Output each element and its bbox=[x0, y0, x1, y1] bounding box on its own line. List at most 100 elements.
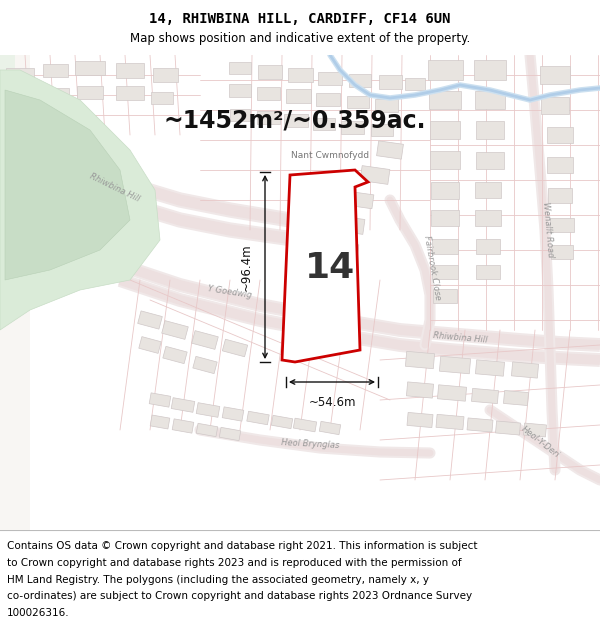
Polygon shape bbox=[293, 418, 317, 432]
Text: Wenallt Road: Wenallt Road bbox=[541, 202, 555, 258]
Polygon shape bbox=[476, 121, 504, 139]
Text: ~96.4m: ~96.4m bbox=[240, 243, 253, 291]
Polygon shape bbox=[331, 241, 359, 259]
Polygon shape bbox=[6, 68, 34, 82]
Polygon shape bbox=[229, 62, 251, 74]
Polygon shape bbox=[349, 74, 371, 86]
Polygon shape bbox=[427, 60, 463, 80]
Polygon shape bbox=[524, 423, 547, 437]
Polygon shape bbox=[360, 166, 390, 184]
Polygon shape bbox=[475, 210, 501, 226]
Polygon shape bbox=[472, 388, 499, 404]
Polygon shape bbox=[476, 239, 500, 254]
Polygon shape bbox=[152, 68, 178, 82]
Polygon shape bbox=[430, 151, 460, 169]
Polygon shape bbox=[476, 265, 500, 279]
Polygon shape bbox=[150, 415, 170, 429]
Polygon shape bbox=[229, 84, 251, 96]
Polygon shape bbox=[430, 121, 460, 139]
Polygon shape bbox=[476, 151, 504, 169]
Polygon shape bbox=[222, 407, 244, 421]
Polygon shape bbox=[377, 141, 403, 159]
Polygon shape bbox=[219, 428, 241, 441]
Text: co-ordinates) are subject to Crown copyright and database rights 2023 Ordnance S: co-ordinates) are subject to Crown copyr… bbox=[7, 591, 472, 601]
Polygon shape bbox=[475, 360, 505, 376]
Text: 14, RHIWBINA HILL, CARDIFF, CF14 6UN: 14, RHIWBINA HILL, CARDIFF, CF14 6UN bbox=[149, 12, 451, 26]
Polygon shape bbox=[541, 96, 569, 114]
Polygon shape bbox=[548, 188, 572, 202]
Polygon shape bbox=[196, 402, 220, 418]
Polygon shape bbox=[405, 78, 425, 90]
Polygon shape bbox=[547, 157, 573, 173]
Text: Contains OS data © Crown copyright and database right 2021. This information is : Contains OS data © Crown copyright and d… bbox=[7, 541, 478, 551]
Polygon shape bbox=[346, 191, 374, 209]
Polygon shape bbox=[257, 111, 280, 124]
Polygon shape bbox=[547, 127, 573, 143]
Polygon shape bbox=[271, 416, 293, 429]
Text: Fairbrook Close: Fairbrook Close bbox=[422, 235, 442, 301]
Polygon shape bbox=[406, 382, 434, 398]
Polygon shape bbox=[436, 414, 464, 429]
Polygon shape bbox=[192, 331, 218, 349]
Polygon shape bbox=[379, 75, 401, 89]
Polygon shape bbox=[258, 65, 282, 79]
Polygon shape bbox=[341, 121, 364, 134]
Polygon shape bbox=[407, 412, 433, 428]
Polygon shape bbox=[432, 239, 458, 254]
Polygon shape bbox=[43, 64, 67, 76]
Polygon shape bbox=[284, 114, 308, 126]
Polygon shape bbox=[8, 91, 32, 104]
Polygon shape bbox=[467, 418, 493, 432]
Polygon shape bbox=[439, 356, 470, 374]
Polygon shape bbox=[550, 218, 574, 232]
Polygon shape bbox=[335, 216, 365, 234]
Polygon shape bbox=[433, 289, 457, 303]
Text: ~1452m²/~0.359ac.: ~1452m²/~0.359ac. bbox=[164, 108, 426, 132]
Polygon shape bbox=[347, 96, 369, 108]
Polygon shape bbox=[257, 86, 280, 99]
Text: Map shows position and indicative extent of the property.: Map shows position and indicative extent… bbox=[130, 32, 470, 45]
Polygon shape bbox=[0, 55, 15, 190]
Polygon shape bbox=[540, 66, 570, 84]
Polygon shape bbox=[318, 71, 342, 84]
Polygon shape bbox=[429, 91, 461, 109]
Polygon shape bbox=[163, 346, 187, 364]
Polygon shape bbox=[171, 398, 195, 412]
Text: Nant Cwmnofydd: Nant Cwmnofydd bbox=[291, 151, 369, 159]
Polygon shape bbox=[77, 86, 103, 99]
Polygon shape bbox=[551, 245, 573, 259]
Polygon shape bbox=[313, 118, 335, 130]
Polygon shape bbox=[172, 419, 194, 433]
Text: 100026316.: 100026316. bbox=[7, 608, 70, 618]
Polygon shape bbox=[151, 92, 173, 104]
Text: 14: 14 bbox=[305, 251, 355, 285]
Polygon shape bbox=[287, 68, 313, 82]
Polygon shape bbox=[116, 86, 144, 100]
Text: Heol-Y-Deri: Heol-Y-Deri bbox=[519, 424, 561, 459]
Text: to Crown copyright and database rights 2023 and is reproduced with the permissio: to Crown copyright and database rights 2… bbox=[7, 558, 462, 568]
Polygon shape bbox=[374, 99, 398, 111]
Polygon shape bbox=[116, 62, 144, 78]
Text: ~54.6m: ~54.6m bbox=[308, 396, 356, 409]
Polygon shape bbox=[511, 362, 539, 378]
Polygon shape bbox=[286, 89, 311, 103]
Polygon shape bbox=[5, 90, 130, 280]
Polygon shape bbox=[193, 356, 217, 374]
Polygon shape bbox=[41, 88, 69, 102]
Polygon shape bbox=[406, 351, 434, 369]
Polygon shape bbox=[247, 411, 269, 425]
Polygon shape bbox=[196, 423, 218, 437]
Polygon shape bbox=[316, 92, 340, 106]
Polygon shape bbox=[432, 265, 458, 279]
Polygon shape bbox=[282, 170, 368, 362]
Polygon shape bbox=[371, 124, 393, 136]
Polygon shape bbox=[503, 391, 529, 406]
Polygon shape bbox=[0, 70, 160, 330]
Polygon shape bbox=[75, 61, 105, 75]
Polygon shape bbox=[474, 60, 506, 80]
Text: Rhiwbina Hill: Rhiwbina Hill bbox=[89, 172, 142, 204]
Polygon shape bbox=[475, 182, 501, 198]
Polygon shape bbox=[162, 321, 188, 339]
Text: Y Goedwig: Y Goedwig bbox=[208, 284, 253, 300]
Polygon shape bbox=[431, 210, 459, 226]
